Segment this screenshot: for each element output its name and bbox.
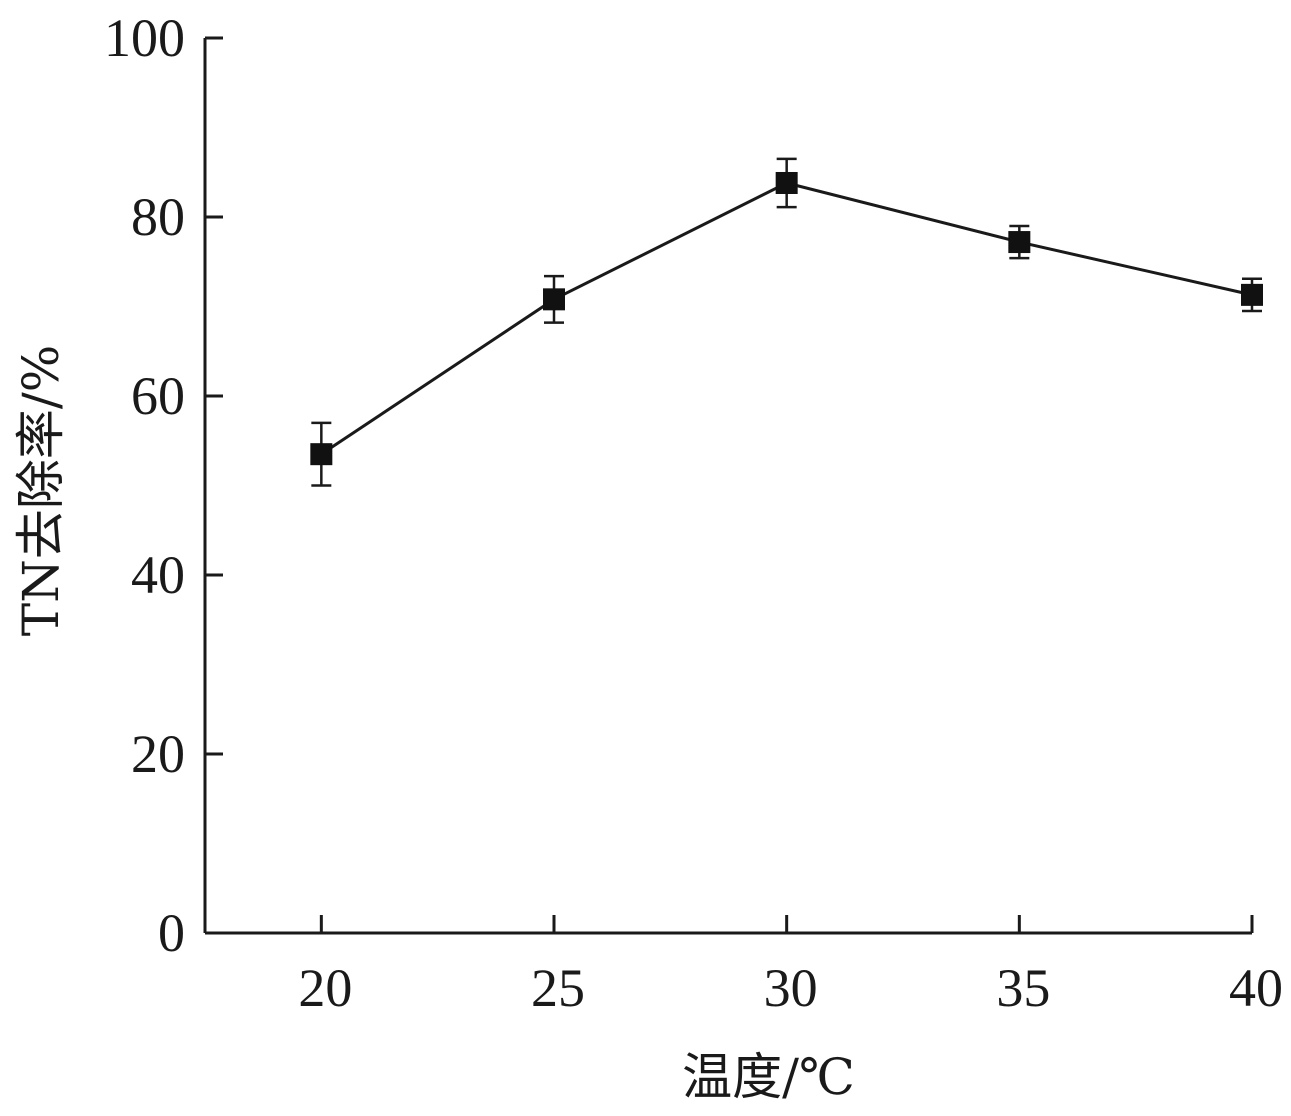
series-layer [310,157,1263,487]
y-axis-ticks: 0 20 40 60 80 100 [104,8,223,963]
y-tick-label-100: 100 [104,8,185,68]
axes [203,38,1252,935]
x-tick-label-20: 20 [298,958,352,1018]
y-tick-label-80: 80 [131,187,185,247]
data-point-40 [1241,283,1263,306]
data-point-35 [1008,231,1031,254]
x-axis-title: 温度/℃ [682,1048,855,1106]
data-point-30 [775,171,798,194]
x-tick-label-40: 40 [1229,958,1283,1018]
data-point-20 [310,443,333,466]
x-tick-label-30: 30 [764,958,818,1018]
data-point-25 [543,288,565,311]
y-axis-title: TN去除率/% [12,345,70,636]
x-tick-label-35: 35 [996,958,1050,1018]
y-tick-label-0: 0 [158,903,185,963]
y-tick-label-20: 20 [131,724,185,784]
y-tick-label-60: 60 [131,366,185,426]
x-tick-label-25: 25 [531,958,585,1018]
x-axis-ticks: 20 25 30 35 40 [298,915,1283,1018]
y-tick-label-40: 40 [131,545,185,605]
series-line-0 [320,181,1253,456]
